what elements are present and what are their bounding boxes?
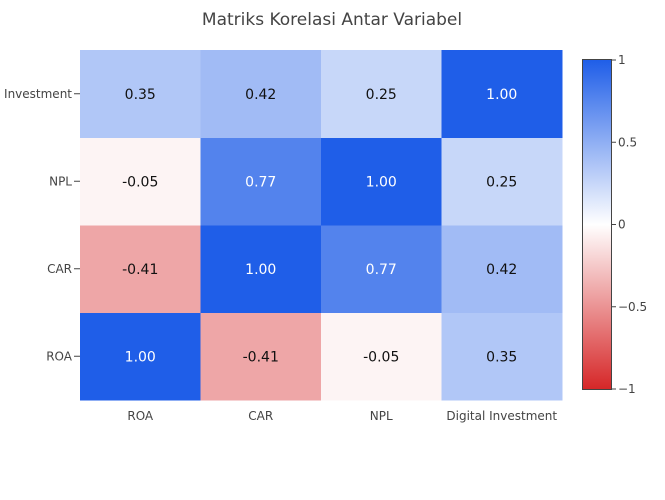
cell-value-label: 0.42 (245, 87, 276, 103)
heatmap-cell (321, 312, 442, 401)
heatmap-cells: 1.00 -0.41 -0.05 0.35 -0.41 1.00 0.77 0.42 -0.05… (80, 50, 563, 401)
heatmap-cell (80, 137, 201, 226)
heatmap-cell (441, 225, 563, 313)
heatmap-cell (200, 50, 322, 138)
heatmap-cell (321, 225, 442, 313)
cell-value-label: 0.42 (486, 262, 517, 278)
cell-value-label: -0.05 (122, 174, 158, 190)
colorbar-tick-label: 0 (618, 218, 626, 232)
cell-value-label: 0.77 (245, 174, 276, 190)
heatmap-cell (321, 50, 442, 138)
y-tick-label: NPL (49, 174, 72, 188)
colorbar-tick-label: 0.5 (618, 135, 637, 149)
heatmap-cell (80, 312, 201, 401)
heatmap-cell (441, 50, 563, 138)
heatmap-cell (80, 50, 201, 138)
x-tick-label: ROA (127, 409, 154, 423)
heatmap-cell (80, 225, 201, 313)
y-axis-ticks: ROA CAR NPL Investment (4, 87, 80, 363)
y-tick-label: Investment (4, 87, 72, 101)
cell-value-label: 1.00 (245, 262, 276, 278)
colorbar: 1 0.5 0 −0.5 −1 (582, 53, 647, 396)
x-tick-label: NPL (370, 409, 393, 423)
x-tick-label: CAR (248, 409, 273, 423)
cell-value-label: 0.25 (366, 87, 397, 103)
x-axis-ticks: ROA CAR NPL Digital Investment (127, 409, 557, 423)
x-tick-label: Digital Investment (446, 409, 557, 423)
heatmap-cell (321, 137, 442, 226)
cell-value-label: 0.25 (486, 174, 517, 190)
cell-value-label: 0.35 (486, 349, 517, 365)
colorbar-gradient (583, 60, 611, 389)
heatmap-cell (200, 312, 322, 401)
cell-value-label: 1.00 (486, 87, 517, 103)
cell-value-label: 0.77 (366, 262, 397, 278)
heatmap-cell (441, 137, 563, 226)
colorbar-tick-label: −0.5 (618, 300, 647, 314)
cell-value-label: -0.41 (243, 349, 279, 365)
heatmap-cell (200, 225, 322, 313)
cell-value-label: 1.00 (125, 349, 156, 365)
cell-value-label: -0.41 (122, 262, 158, 278)
colorbar-tick-label: 1 (618, 53, 626, 67)
cell-value-label: 0.35 (125, 87, 156, 103)
y-tick-label: CAR (47, 262, 72, 276)
heatmap-cell (441, 312, 563, 401)
cell-value-label: -0.05 (363, 349, 399, 365)
colorbar-tick-label: −1 (618, 382, 636, 396)
chart-title: Matriks Korelasi Antar Variabel (202, 10, 462, 30)
y-tick-label: ROA (46, 349, 73, 363)
cell-value-label: 1.00 (366, 174, 397, 190)
heatmap-cell (200, 137, 322, 226)
